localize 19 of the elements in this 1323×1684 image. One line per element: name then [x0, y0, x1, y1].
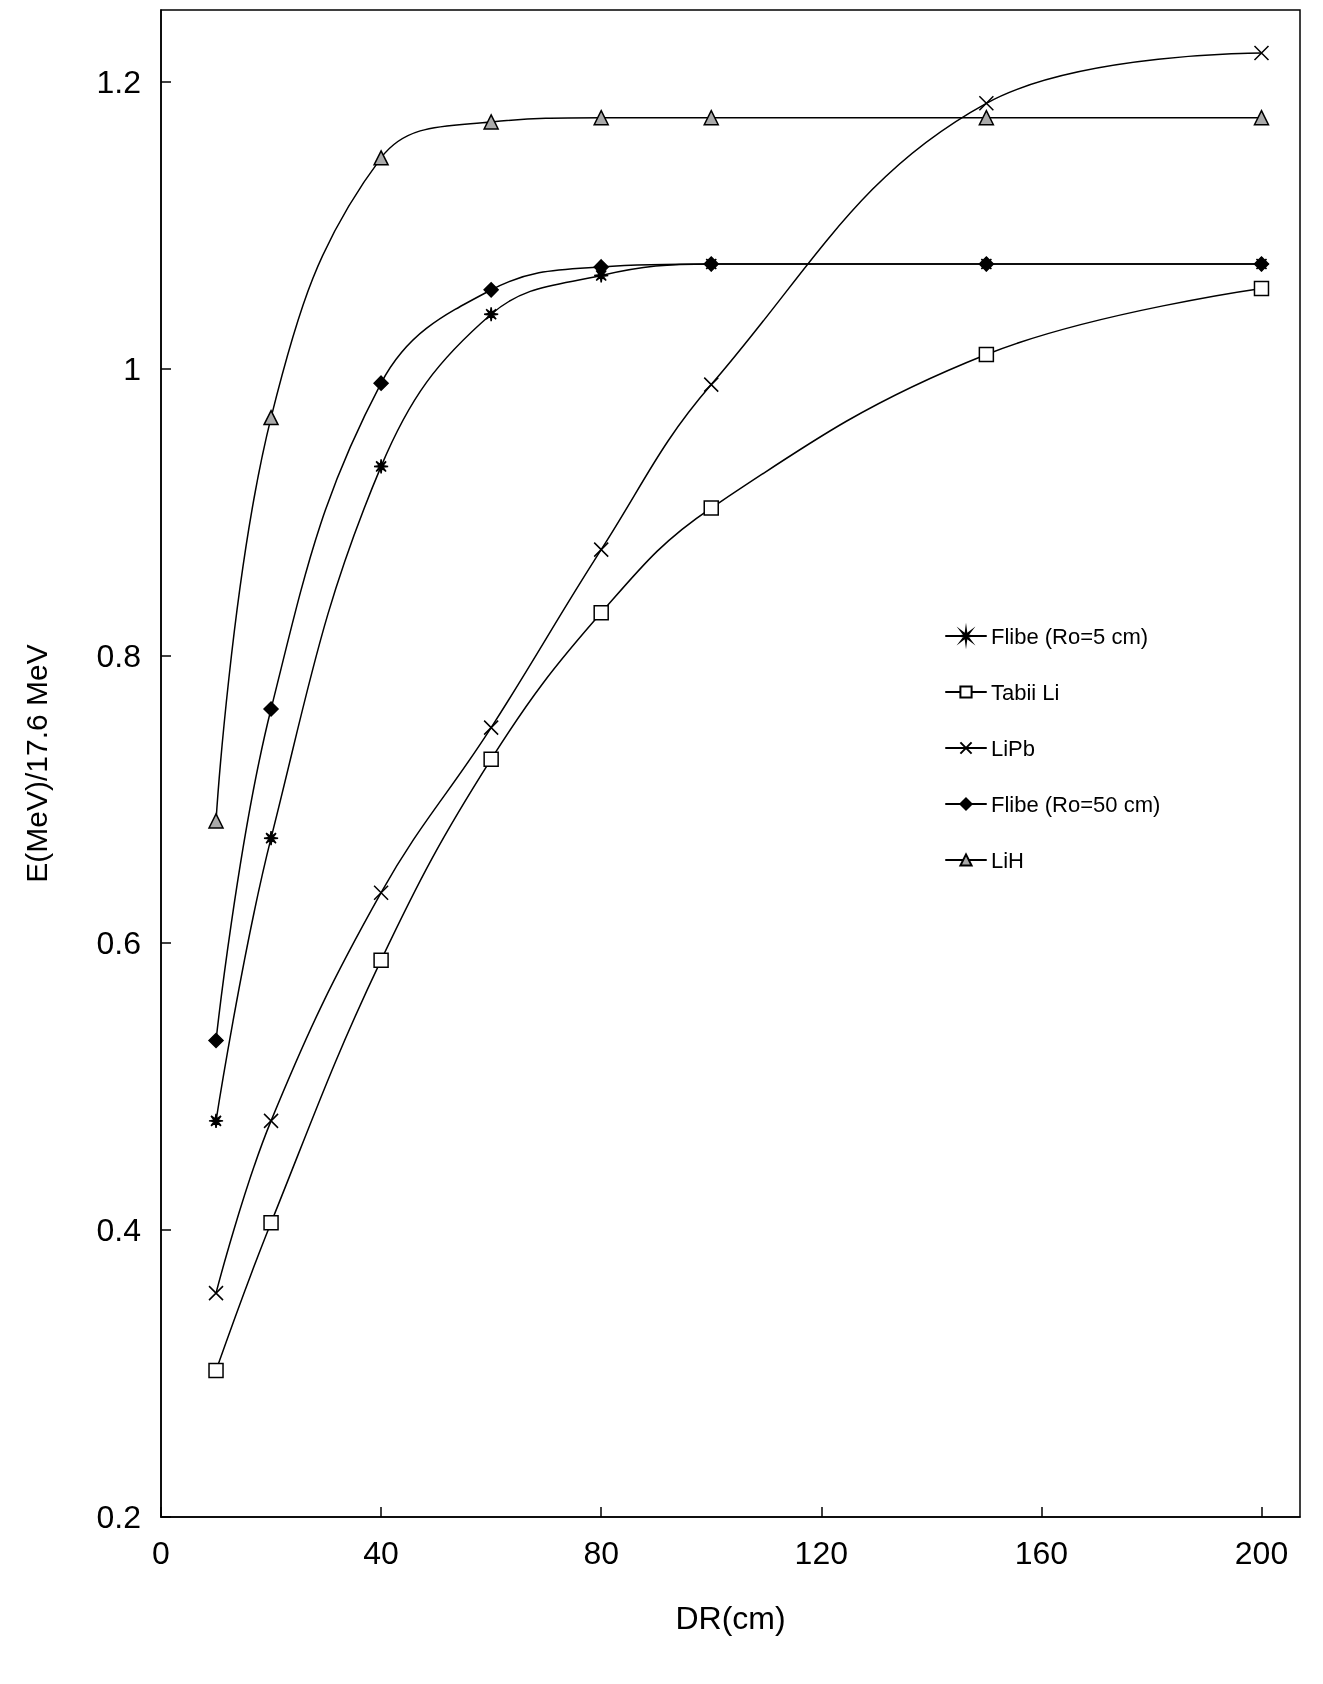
x-tick-label: 200	[1234, 1535, 1289, 1571]
y-tick-label: 0.6	[96, 924, 141, 961]
y-tick-label: 1	[123, 350, 141, 387]
legend-label: LiPb	[991, 735, 1036, 761]
y-tick-label: 0.4	[96, 1211, 141, 1248]
y-tick-label: 1.2	[96, 63, 141, 100]
y-tick-label: 0.2	[96, 1499, 141, 1535]
legend-label: Flibe (Ro=50 cm)	[991, 791, 1161, 817]
legend-label: Flibe (Ro=5 cm)	[991, 623, 1149, 649]
x-tick-label: 40	[363, 1535, 399, 1571]
y-axis-title: E(MeV)/17.6 MeV	[19, 644, 53, 883]
x-axis-title: DR(cm)	[675, 1600, 786, 1636]
x-tick-label: 80	[583, 1535, 619, 1571]
x-tick-label: 120	[794, 1535, 848, 1571]
x-tick-label: 0	[152, 1535, 170, 1571]
x-tick-label: 160	[1014, 1535, 1069, 1571]
legend-label: LiH	[991, 847, 1025, 873]
y-tick-label: 0.8	[96, 637, 141, 674]
legend-label: Tabii Li	[991, 679, 1060, 705]
